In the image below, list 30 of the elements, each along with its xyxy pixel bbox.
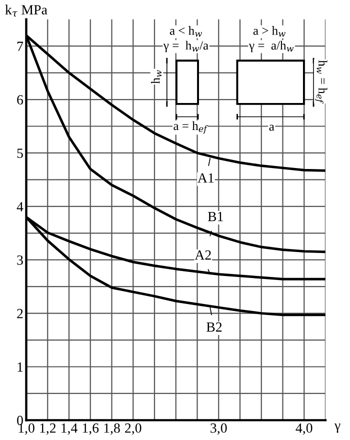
x-tick-label: 1,6: [82, 423, 99, 435]
annotation: a = h$_{ef}$: [174, 121, 208, 134]
x-tick-label: 2,0: [125, 423, 142, 435]
y-tick-label: 6: [17, 95, 24, 104]
y-tick-label: 7: [17, 42, 24, 51]
annotation: h$_{w}$: [150, 70, 162, 84]
annotation: a: [269, 124, 274, 131]
x-tick-label: 1,8: [104, 423, 120, 435]
y-tick-label: 4: [16, 202, 24, 212]
annotation: a < h$_{w}$: [170, 26, 202, 37]
x-tick-label: 1,2: [40, 423, 56, 435]
annotation: γ = a/h$_{w}$: [248, 40, 294, 52]
x-tick-label: 3,0: [210, 423, 227, 435]
legend-label: A1: [198, 173, 214, 182]
y-axis-title: k$_{τ}$ MPa: [5, 4, 48, 17]
x-tick-label: 1,4: [62, 423, 78, 435]
series-label: B1: [208, 212, 223, 222]
y-tick-label: 2: [17, 308, 23, 318]
y-tick-label: 1: [18, 362, 23, 372]
y-tick-label: 3: [17, 255, 23, 265]
x-tick-label: 1,0: [18, 423, 34, 435]
y-tick-label: 5: [17, 148, 23, 158]
annotation: γ = h$_{w}$/a: [163, 40, 208, 52]
legend-label: B2: [206, 322, 222, 332]
x-tick-label: 4,0: [296, 423, 312, 435]
annotation: h$_{w}$ = h$_{ef}$: [314, 60, 328, 104]
x-axis-title: γ: [334, 423, 340, 433]
y-tick-label: 0: [17, 416, 23, 426]
legend-label: A2: [194, 250, 211, 260]
annotation: a > h$_{w}$: [253, 26, 286, 37]
